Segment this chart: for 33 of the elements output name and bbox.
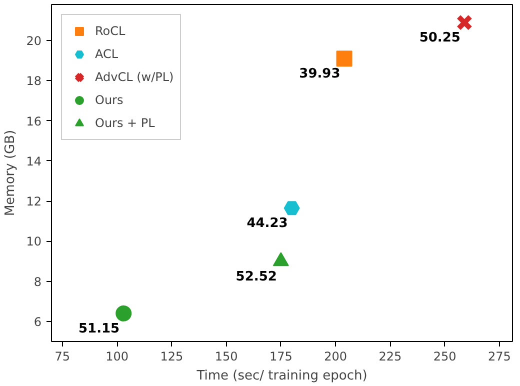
y-tick-label: 12 <box>26 194 42 209</box>
annotation: 39.93 <box>299 66 340 82</box>
point <box>284 201 300 216</box>
x-axis-title: Time (sec/ training epoch) <box>196 368 368 384</box>
point <box>336 50 352 67</box>
y-tick-label: 10 <box>26 234 42 249</box>
x-tick-label: 200 <box>324 350 347 364</box>
x-tick-label: 175 <box>269 350 292 364</box>
legend-label: ACL <box>95 47 118 61</box>
y-tick-label: 6 <box>34 314 42 329</box>
legend-label: RoCL <box>95 24 126 38</box>
annotation: 52.52 <box>236 269 277 284</box>
y-tick-label: 20 <box>26 34 42 48</box>
x-tick-label: 275 <box>488 350 511 364</box>
point <box>456 14 473 31</box>
legend-label: Ours + PL <box>95 116 155 130</box>
point <box>116 305 132 322</box>
y-tick-label: 14 <box>26 154 42 168</box>
x-tick-label: 125 <box>160 350 184 364</box>
x-tick-label: 250 <box>433 350 456 364</box>
x-tick-label: 225 <box>378 350 402 364</box>
annotation: 44.23 <box>246 216 288 232</box>
annotation: 51.15 <box>78 321 120 336</box>
legend-label: AdvCL (w/PL) <box>95 70 174 84</box>
legend-label: Ours <box>95 93 124 107</box>
y-axis-title: Memory (GB) <box>3 130 18 216</box>
y-tick-label: 8 <box>34 274 42 289</box>
x-tick-label: 150 <box>214 350 238 364</box>
x-tick-label: 100 <box>106 350 128 364</box>
y-tick-label: 16 <box>26 114 42 128</box>
y-tick-label: 18 <box>26 74 42 88</box>
x-tick-label: 75 <box>54 350 70 364</box>
annotation: 50.25 <box>419 30 460 46</box>
